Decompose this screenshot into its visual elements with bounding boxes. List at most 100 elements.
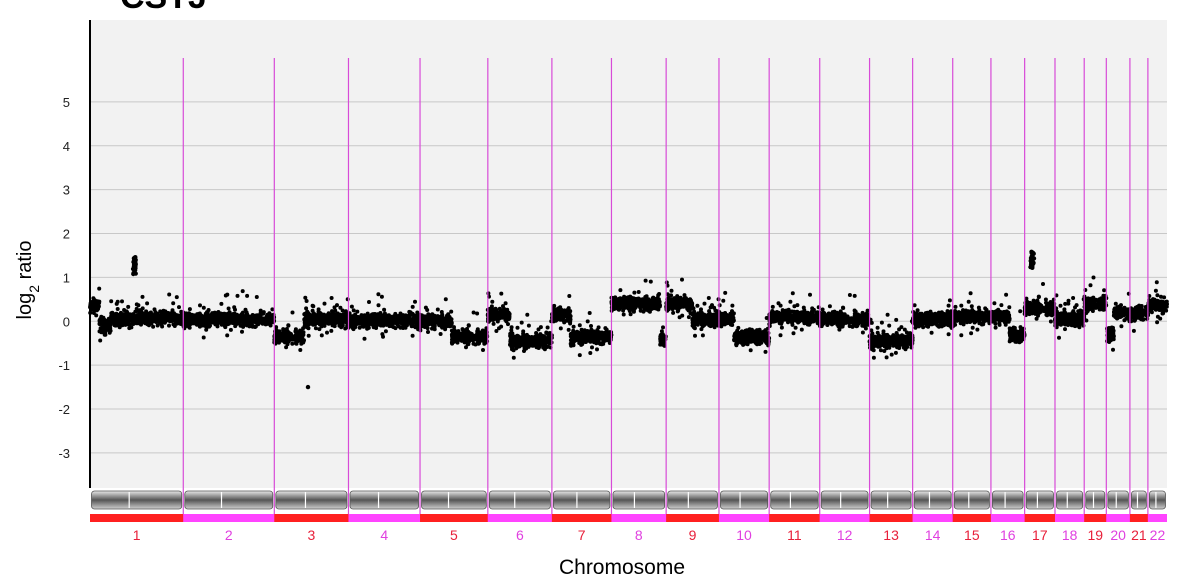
data-point (636, 290, 641, 294)
data-point (650, 305, 655, 310)
data-point (707, 309, 712, 314)
data-point (450, 337, 454, 342)
data-point (241, 324, 246, 329)
data-point (126, 314, 131, 319)
data-point (199, 320, 203, 325)
data-point (526, 323, 531, 328)
data-point (167, 323, 171, 328)
data-point (395, 322, 400, 327)
data-point (145, 301, 150, 306)
data-point (683, 299, 688, 304)
data-point (658, 342, 663, 347)
data-point (471, 310, 476, 315)
data-point (270, 307, 275, 312)
data-point (101, 327, 105, 332)
data-point (152, 307, 157, 312)
data-point (167, 317, 172, 322)
data-point (232, 305, 237, 310)
data-point (499, 291, 504, 296)
data-point (279, 338, 284, 343)
data-point (97, 321, 102, 326)
data-point (721, 298, 726, 303)
data-point (151, 324, 156, 329)
y-tick-label: -1 (58, 358, 70, 373)
data-point (754, 341, 759, 346)
data-point (100, 322, 105, 327)
data-point (226, 306, 231, 311)
data-point (201, 317, 206, 322)
data-point (680, 277, 684, 282)
data-point (340, 308, 345, 313)
data-point (648, 302, 653, 307)
data-point (690, 301, 695, 306)
data-point (544, 331, 549, 335)
data-point (223, 293, 228, 298)
data-point (287, 333, 292, 338)
data-point (508, 342, 513, 347)
data-point (475, 329, 480, 334)
data-point (387, 319, 392, 324)
data-point (488, 310, 493, 315)
data-point (224, 315, 229, 320)
data-point (245, 314, 249, 319)
data-point (700, 333, 705, 338)
data-point (770, 304, 775, 309)
data-point (723, 290, 728, 295)
data-point (154, 319, 159, 324)
data-point (475, 311, 480, 316)
data-point (414, 314, 419, 319)
data-point (329, 320, 334, 325)
data-point (506, 310, 511, 315)
data-point (143, 321, 148, 326)
data-point (585, 319, 590, 324)
data-point (316, 312, 321, 317)
data-point (261, 320, 266, 325)
data-point (626, 306, 631, 311)
data-point (538, 332, 543, 337)
data-point (141, 316, 146, 321)
data-point (685, 306, 690, 311)
data-point (763, 337, 768, 342)
data-point (204, 327, 209, 332)
data-point (693, 314, 698, 319)
data-point (322, 301, 327, 306)
data-point (142, 312, 147, 317)
data-point (655, 306, 660, 311)
data-point (308, 316, 313, 321)
data-point (187, 307, 192, 312)
data-point (625, 303, 630, 307)
data-point (353, 314, 357, 318)
data-point (746, 329, 751, 333)
data-point (566, 306, 571, 311)
data-point (329, 328, 334, 333)
data-point (577, 353, 582, 358)
data-point (126, 304, 131, 309)
data-point (391, 325, 396, 330)
data-point (671, 310, 676, 315)
data-point (94, 308, 99, 313)
data-point (456, 334, 461, 339)
data-point (648, 279, 653, 284)
data-point (449, 309, 454, 314)
data-point (790, 291, 795, 296)
data-point (267, 311, 272, 316)
data-point (133, 261, 138, 266)
data-point (575, 329, 580, 334)
data-point (136, 303, 141, 308)
data-point (558, 326, 563, 331)
data-point (638, 308, 643, 313)
data-point (506, 316, 511, 320)
data-point (734, 342, 739, 347)
data-point (730, 309, 734, 314)
data-point (681, 303, 686, 308)
data-point (702, 301, 707, 306)
data-point (425, 317, 430, 322)
data-point (147, 323, 151, 328)
data-point (321, 315, 326, 320)
data-point (376, 303, 381, 308)
data-point (409, 321, 414, 326)
data-point (303, 295, 308, 300)
data-point (627, 297, 632, 301)
data-point (354, 322, 359, 327)
data-point (410, 304, 415, 309)
